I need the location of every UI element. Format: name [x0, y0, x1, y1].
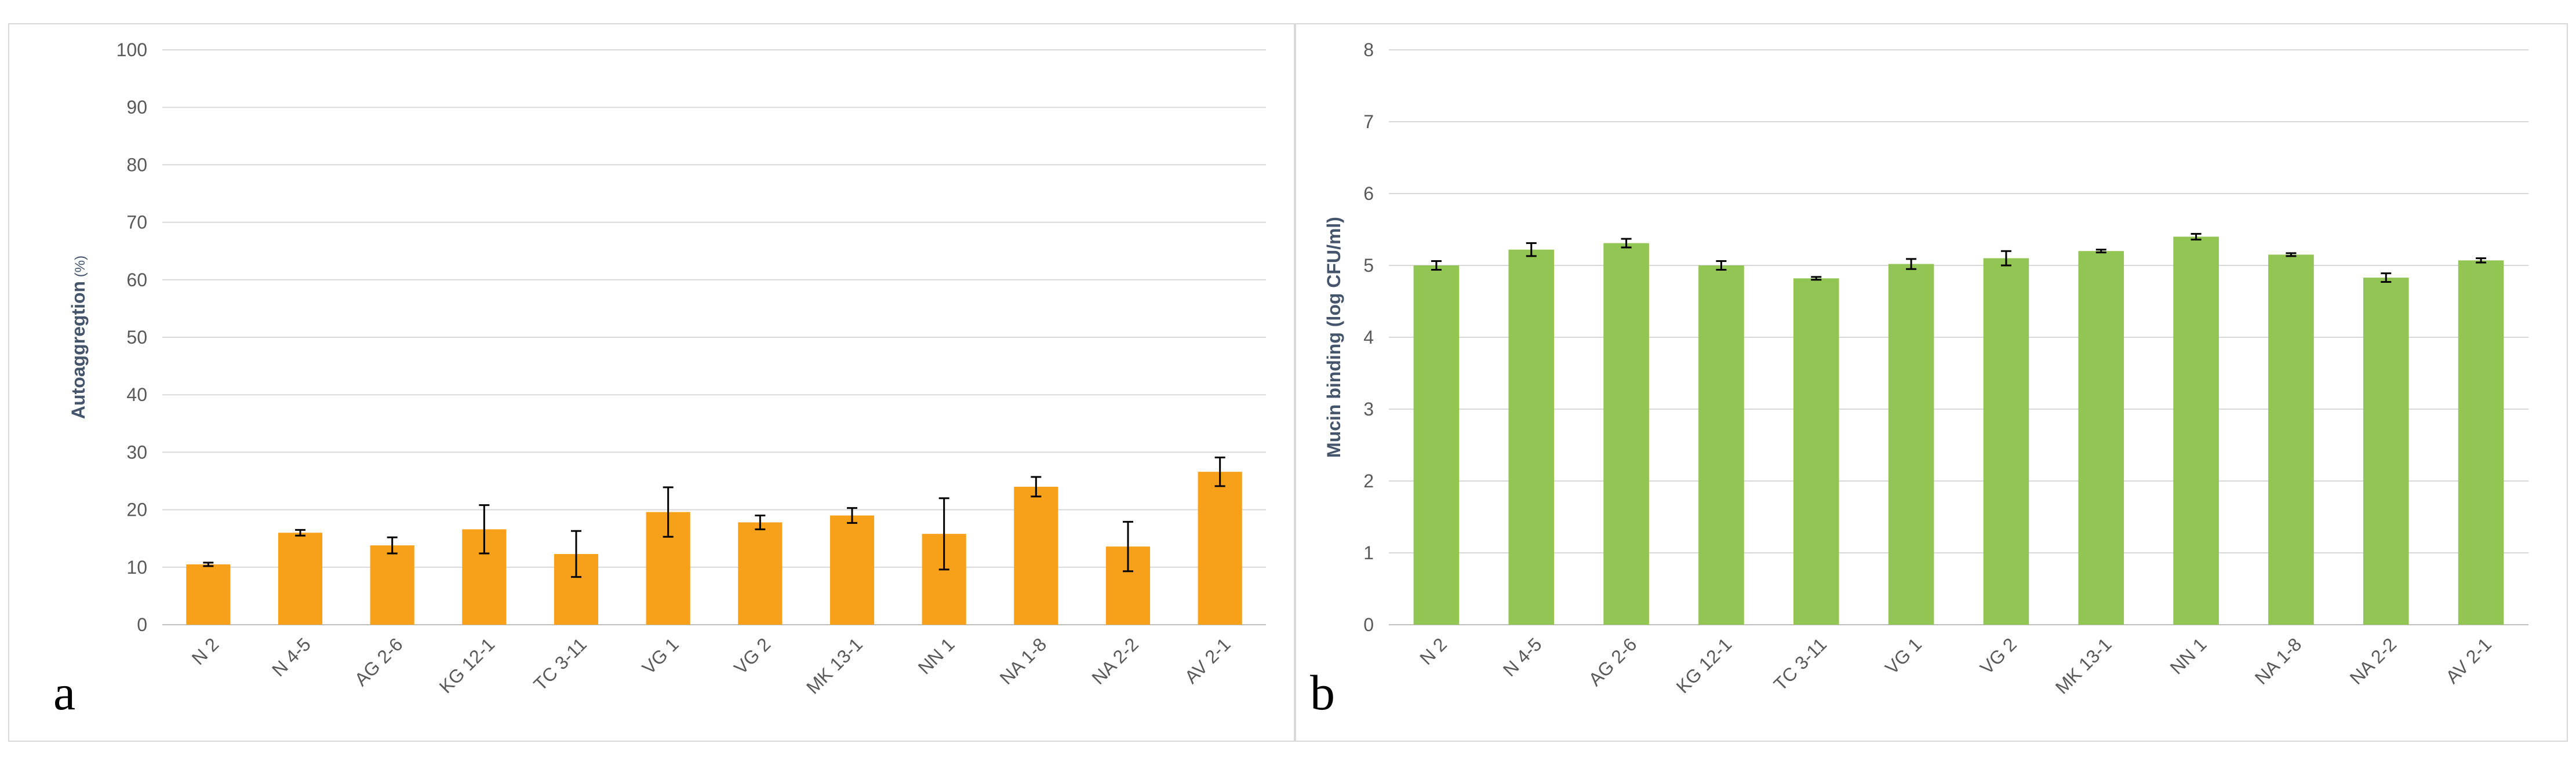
mucin-error-bar [1431, 260, 1442, 271]
mucin-x-tick-label: N 2 [1416, 633, 1451, 669]
mucin-x-tick-label: MK 13-1 [2051, 633, 2116, 698]
autoaggregation-bar-n-4-5 [278, 533, 323, 625]
autoaggregation-x-tick-label: KG 12-1 [435, 633, 499, 697]
mucin-error-bar [2476, 257, 2487, 264]
autoaggregation-error-bar [1214, 456, 1225, 487]
autoaggregation-x-tick-label: N 2 [188, 633, 223, 669]
mucin-error-bar [1526, 242, 1537, 257]
mucin-x-tick-label: VG 2 [1976, 633, 2021, 678]
mucin-x-tick-label: KG 12-1 [1672, 633, 1736, 697]
mucin-bar-kg-12-1 [1698, 265, 1744, 625]
mucin-bar-na-2-2 [2363, 278, 2409, 625]
mucin-bar-nn-1 [2173, 236, 2219, 625]
autoaggregation-x-tick-label: VG 2 [730, 633, 774, 678]
mucin-error-bar [2191, 232, 2202, 240]
autoaggregation-y-tick-label: 100 [117, 39, 147, 60]
autoaggregation-y-axis-title-unit: (%) [72, 256, 88, 281]
mucin-x-tick-label: N 4-5 [1499, 633, 1546, 680]
autoaggregation-y-tick-label: 40 [126, 384, 147, 405]
mucin-bar-vg-2 [1983, 258, 2029, 625]
autoaggregation-bar-vg-2 [738, 522, 783, 625]
mucin-bar-na-1-8 [2268, 254, 2314, 625]
mucin-error-bar [1716, 260, 1727, 271]
mucin-binding-bar-chart: 0 1 2 3 4 5 6 7 8 N 2 N 4-5 AG 2-6 KG 12-1 TC 3-11 VG … [1323, 39, 2528, 698]
autoaggregation-x-tick-label: MK 13-1 [802, 633, 867, 698]
mucin-x-tick-label: NA 1-8 [2251, 633, 2306, 688]
autoaggregation-x-tick-label: NA 1-8 [996, 633, 1051, 688]
autoaggregation-bar-ag-2-6 [370, 545, 414, 625]
autoaggregation-error-bar [847, 507, 857, 524]
mucin-error-bar [1906, 258, 1917, 270]
autoaggregation-x-tick-label: NN 1 [914, 633, 959, 678]
mucin-bar-av-2-1 [2458, 260, 2504, 625]
mucin-x-tick-label: TC 3-11 [1770, 633, 1831, 695]
mucin-x-tick-label: AG 2-6 [1584, 633, 1640, 690]
autoaggregation-error-bar [479, 504, 490, 555]
mucin-y-tick-label: 7 [1363, 111, 1374, 132]
autoaggregation-error-bar [938, 497, 949, 571]
mucin-y-tick-label: 0 [1363, 614, 1374, 635]
autoaggregation-y-axis-title-text: Autoaggregtion [68, 281, 89, 419]
autoaggregation-bar-n-2 [186, 564, 231, 625]
chart-panel-autoaggregation: 0 10 20 30 40 50 60 70 80 90 100 N 2 N 4-5 AG 2-6 KG 1… [8, 23, 1295, 742]
mucin-y-axis-title-text: Mucin binding (log CFU/ml) [1323, 217, 1344, 458]
autoaggregation-x-tick-label: VG 1 [638, 633, 683, 678]
autoaggregation-error-bar [571, 530, 581, 578]
autoaggregation-y-axis-title: Autoaggregtion (%) [68, 256, 89, 419]
mucin-x-tick-label: NA 2-2 [2346, 633, 2401, 688]
mucin-y-tick-label: 4 [1363, 327, 1374, 348]
mucin-bar-tc-3-11 [1793, 278, 1839, 625]
mucin-y-tick-label: 5 [1363, 255, 1374, 276]
mucin-error-bar [2381, 272, 2392, 283]
mucin-y-tick-label: 6 [1363, 183, 1374, 204]
autoaggregation-bar-av-2-1 [1198, 472, 1242, 625]
autoaggregation-y-tick-label: 0 [137, 614, 147, 635]
autoaggregation-bar-chart: 0 10 20 30 40 50 60 70 80 90 100 N 2 N 4-5 AG 2-6 KG 1… [68, 39, 1266, 698]
mucin-error-bar [2095, 249, 2106, 254]
autoaggregation-y-tick-label: 60 [126, 269, 147, 290]
autoaggregation-y-tick-label: 50 [126, 327, 147, 348]
autoaggregation-y-tick-label: 30 [126, 442, 147, 462]
mucin-bar-ag-2-6 [1603, 243, 1649, 625]
autoaggregation-bar-mk-13-1 [829, 515, 875, 625]
autoaggregation-error-bar [1123, 520, 1133, 573]
mucin-y-axis-title: Mucin binding (log CFU/ml) [1323, 217, 1344, 458]
autoaggregation-bar-na-1-8 [1014, 486, 1058, 625]
autoaggregation-x-tick-label: NA 2-2 [1087, 633, 1143, 688]
mucin-y-tick-label: 8 [1363, 39, 1374, 60]
mucin-bar-n-4-5 [1508, 249, 1555, 625]
autoaggregation-error-bar [755, 515, 766, 530]
mucin-y-tick-label: 3 [1363, 399, 1374, 420]
mucin-x-tick-label: VG 1 [1881, 633, 1926, 678]
autoaggregation-error-bar [663, 486, 674, 538]
panel-label-b: b [1310, 665, 1335, 720]
autoaggregation-error-bar [387, 536, 398, 555]
mucin-error-bar [2000, 250, 2011, 267]
mucin-error-bar [1621, 238, 1632, 249]
autoaggregation-x-tick-label: AV 2-1 [1181, 633, 1235, 687]
autoaggregation-error-bar [1031, 476, 1042, 498]
mucin-bar-mk-13-1 [2078, 251, 2124, 625]
mucin-x-tick-label: AV 2-1 [2442, 633, 2495, 687]
mucin-x-tick-label: NN 1 [2166, 633, 2211, 678]
autoaggregation-y-tick-label: 20 [126, 500, 147, 520]
autoaggregation-x-tick-label: TC 3-11 [529, 633, 591, 695]
autoaggregation-y-tick-label: 70 [126, 212, 147, 233]
autoaggregation-error-bar [295, 529, 305, 537]
panel-label-a: a [53, 665, 76, 720]
autoaggregation-y-tick-label: 10 [126, 557, 147, 578]
autoaggregation-x-tick-label: AG 2-6 [350, 633, 406, 690]
mucin-y-tick-label: 1 [1363, 542, 1374, 563]
autoaggregation-y-tick-label: 80 [126, 154, 147, 175]
autoaggregation-x-tick-label: N 4-5 [268, 633, 315, 680]
mucin-error-bar [2286, 252, 2297, 257]
mucin-error-bar [1811, 276, 1822, 281]
chart-panel-mucin-binding: 0 1 2 3 4 5 6 7 8 N 2 N 4-5 AG 2-6 KG 12-1 TC 3-11 VG … [1295, 23, 2568, 742]
mucin-y-tick-label: 2 [1363, 471, 1374, 491]
mucin-bar-vg-1 [1888, 264, 1934, 625]
autoaggregation-error-bar [203, 562, 214, 567]
autoaggregation-y-tick-label: 90 [126, 97, 147, 118]
mucin-bar-n-2 [1413, 265, 1460, 625]
